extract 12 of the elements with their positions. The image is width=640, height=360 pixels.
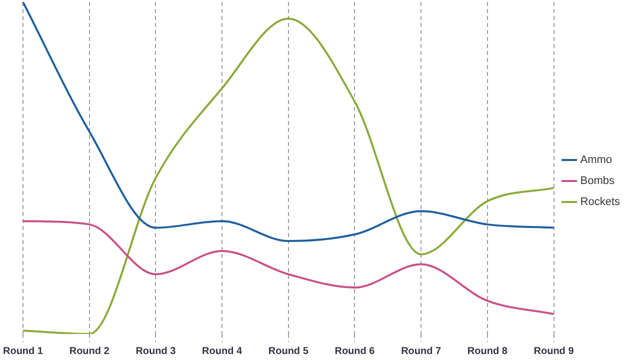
x-tick-label: Round 4 <box>202 346 242 357</box>
x-tick-label: Round 1 <box>3 346 44 357</box>
x-tick-label: Round 6 <box>334 346 376 357</box>
legend-label: Ammo <box>580 154 612 166</box>
x-tick-label: Round 5 <box>268 346 309 357</box>
legend-label: Rockets <box>580 196 620 208</box>
legend-label: Bombs <box>580 175 615 188</box>
x-tick-label: Round 2 <box>69 346 110 357</box>
x-tick-label: Round 3 <box>136 346 176 357</box>
x-tick-label: Round 8 <box>467 346 508 357</box>
x-tick-label: Round 9 <box>534 346 574 357</box>
x-tick-label: Round 7 <box>401 346 442 357</box>
